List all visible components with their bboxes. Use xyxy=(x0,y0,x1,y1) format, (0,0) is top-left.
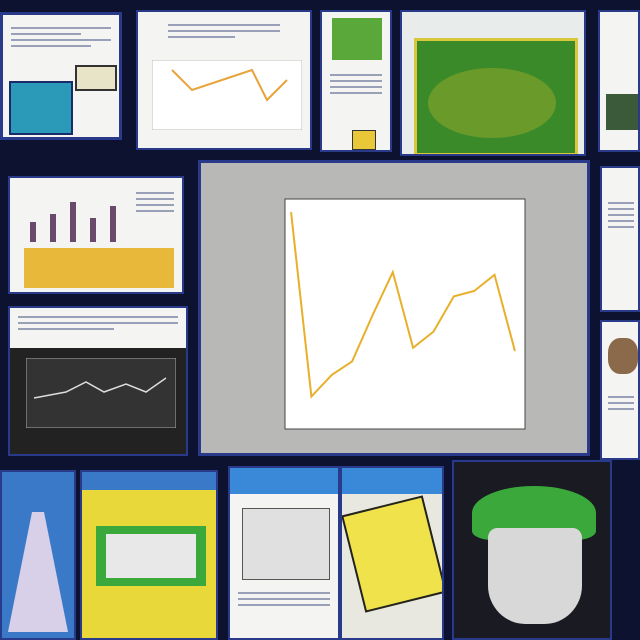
photo-card-tile xyxy=(598,10,640,152)
line-chart xyxy=(284,198,526,430)
mushroom-body xyxy=(488,528,582,624)
data-point xyxy=(514,349,516,352)
screenshot-thumbnail xyxy=(9,81,73,135)
document-tile-right xyxy=(600,166,640,312)
yellow-slide-tile xyxy=(80,470,218,640)
data-point xyxy=(493,273,496,276)
green-photo-document-tile xyxy=(320,10,392,152)
series-line xyxy=(290,212,516,399)
blue-document-tile xyxy=(228,466,340,640)
sketch-header-bar xyxy=(342,468,442,494)
blue-slide-tile xyxy=(0,470,76,640)
card-photo xyxy=(606,94,638,130)
bar-chart-tile xyxy=(8,176,184,294)
data-point xyxy=(351,360,353,363)
data-point xyxy=(371,314,374,317)
dark-slide-tile xyxy=(8,306,188,456)
slide-header xyxy=(10,308,186,348)
slide-inner-photo xyxy=(106,534,196,578)
green-photo-thumbnail xyxy=(332,18,382,60)
green-mushroom-tile xyxy=(452,460,612,640)
doc-sketch xyxy=(242,508,330,580)
yellow-sketch-card xyxy=(342,495,442,613)
data-point xyxy=(310,395,313,398)
central-chart-panel xyxy=(198,160,590,456)
data-point xyxy=(412,347,414,349)
data-point xyxy=(432,330,435,333)
line-chart-tile xyxy=(136,10,312,150)
dark-line-chart xyxy=(26,358,176,428)
green-leaf-tile xyxy=(400,10,586,156)
portrait-photo xyxy=(608,338,638,374)
mini-bar-chart xyxy=(30,202,116,242)
doc-header-bar xyxy=(230,468,338,494)
data-point xyxy=(290,211,292,214)
yellow-sketch-tile xyxy=(340,466,444,640)
mini-line-chart xyxy=(152,60,302,130)
slide-shape xyxy=(8,512,68,632)
leaf-blob xyxy=(428,68,556,138)
document-tile xyxy=(0,12,122,140)
illustration-strip xyxy=(24,248,174,288)
data-point xyxy=(453,295,455,298)
data-point xyxy=(330,374,333,376)
slide-title-bar xyxy=(82,472,216,490)
data-point xyxy=(391,271,394,273)
photo-thumbnail xyxy=(75,65,117,91)
portrait-card-tile xyxy=(600,320,640,460)
data-point xyxy=(473,290,475,292)
yellow-sticker xyxy=(352,130,376,150)
